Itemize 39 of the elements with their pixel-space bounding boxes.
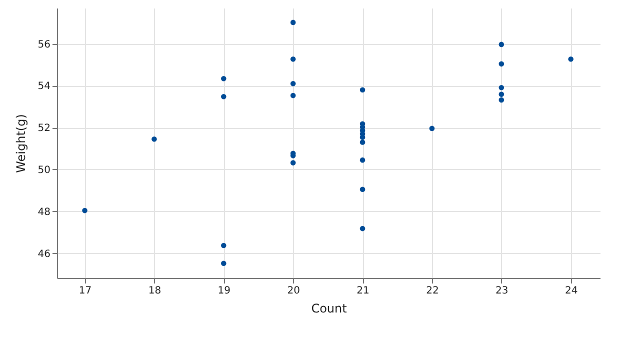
x-tick-label: 23 xyxy=(496,286,508,296)
point xyxy=(498,42,504,48)
point xyxy=(290,92,296,98)
point xyxy=(360,186,366,192)
point xyxy=(360,140,366,145)
x-tick-label: 21 xyxy=(356,286,370,296)
point xyxy=(498,97,504,103)
point xyxy=(290,80,296,86)
y-tick-label: 50 xyxy=(38,164,50,176)
x-axis-title: Count xyxy=(311,302,348,316)
x-tick-label: 17 xyxy=(78,286,92,296)
point xyxy=(82,208,88,214)
point xyxy=(498,84,504,90)
y-tick-label: 52 xyxy=(38,123,50,134)
point xyxy=(221,94,226,100)
point xyxy=(221,76,226,82)
x-tick-label: 24 xyxy=(564,286,578,296)
point xyxy=(152,136,157,142)
point xyxy=(360,157,366,163)
x-tick-label: 20 xyxy=(287,286,300,296)
y-tick-label: 46 xyxy=(38,248,50,260)
point xyxy=(498,61,504,67)
y-axis-title: Weight(g) xyxy=(14,114,28,173)
point xyxy=(360,87,366,93)
point xyxy=(221,260,226,266)
point xyxy=(290,56,296,62)
x-tick-label: 19 xyxy=(218,286,231,296)
x-tick-label: 18 xyxy=(148,286,162,296)
x-tick-label: 22 xyxy=(426,286,439,296)
y-tick-label: 54 xyxy=(38,81,50,92)
y-tick-label: 56 xyxy=(38,39,50,50)
point xyxy=(290,160,296,166)
point xyxy=(290,20,296,26)
point xyxy=(498,92,504,97)
y-tick-label: 48 xyxy=(38,206,50,218)
point xyxy=(429,126,435,132)
point xyxy=(568,56,574,62)
point xyxy=(360,226,366,232)
point xyxy=(221,242,226,248)
